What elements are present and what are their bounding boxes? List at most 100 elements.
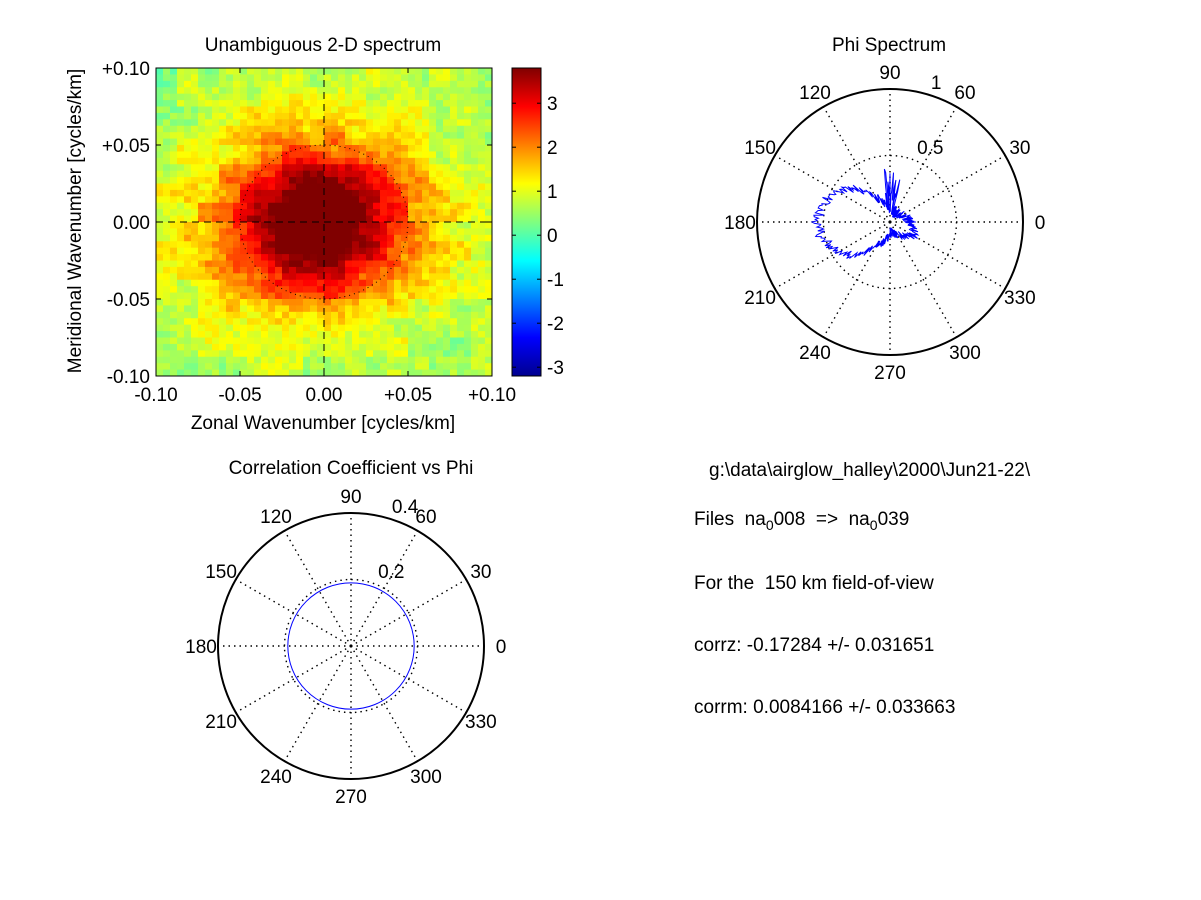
heatmap-cell <box>443 241 451 249</box>
heatmap-cell <box>429 170 437 178</box>
heatmap-cell <box>156 266 164 274</box>
heatmap-cell <box>457 112 465 120</box>
heatmap-cell <box>219 87 227 95</box>
heatmap-cell <box>254 350 262 358</box>
heatmap-cell <box>177 215 185 223</box>
heatmap-cell <box>247 100 255 108</box>
heatmap-cell <box>254 196 262 204</box>
heatmap-cell <box>485 100 492 108</box>
heatmap-cell <box>352 183 360 191</box>
heatmap-cell <box>429 145 437 153</box>
heatmap-cell <box>366 170 374 178</box>
heatmap-cell <box>296 363 304 371</box>
heatmap-cell <box>422 222 430 230</box>
heatmap-cell <box>198 183 206 191</box>
heatmap-cell <box>310 189 318 197</box>
heatmap-cell <box>184 369 192 376</box>
heatmap-cell <box>338 356 346 364</box>
heatmap-cell <box>485 299 492 307</box>
heatmap-cell <box>373 222 381 230</box>
heatmap-cell <box>331 286 339 294</box>
heatmap-cell <box>380 87 388 95</box>
heatmap-cell <box>338 292 346 300</box>
heatmap-cell <box>408 324 416 332</box>
heatmap-cell <box>219 318 227 326</box>
heatmap-cell <box>408 331 416 339</box>
heatmap-cell <box>324 209 332 217</box>
heatmap-cell <box>352 299 360 307</box>
polar-angle-label: 330 <box>1004 288 1036 309</box>
heatmap-cell <box>324 279 332 287</box>
y-tick-label: 0.00 <box>113 213 150 234</box>
heatmap-cell <box>219 151 227 159</box>
heatmap-cell <box>415 356 423 364</box>
heatmap-cell <box>268 145 276 153</box>
heatmap-cell <box>436 145 444 153</box>
heatmap-cell <box>387 209 395 217</box>
heatmap-cell <box>394 93 402 101</box>
heatmap-cell <box>184 80 192 88</box>
heatmap-cell <box>345 80 353 88</box>
heatmap-cell <box>331 343 339 351</box>
heatmap-cell <box>485 93 492 101</box>
heatmap-cell <box>422 260 430 268</box>
heatmap-cell <box>338 241 346 249</box>
heatmap-cell <box>408 196 416 204</box>
heatmap-cell <box>212 356 220 364</box>
heatmap-cell <box>310 331 318 339</box>
heatmap-cell <box>226 74 234 82</box>
heatmap-cell <box>408 266 416 274</box>
heatmap-cell <box>289 215 297 223</box>
heatmap-cell <box>226 241 234 249</box>
heatmap-cell <box>177 68 185 76</box>
heatmap-cell <box>450 100 458 108</box>
heatmap-cell <box>156 311 164 319</box>
heatmap-cell <box>387 241 395 249</box>
heatmap-cell <box>170 215 178 223</box>
heatmap-cell <box>170 228 178 236</box>
heatmap-cell <box>394 106 402 114</box>
heatmap-cell <box>191 363 199 371</box>
heatmap-cell <box>359 350 367 358</box>
heatmap-cell <box>373 356 381 364</box>
heatmap-cell <box>464 209 472 217</box>
heatmap-cell <box>170 369 178 376</box>
heatmap-cell <box>205 311 213 319</box>
heatmap-cell <box>443 273 451 281</box>
heatmap-cell <box>156 337 164 345</box>
heatmap-cell <box>212 132 220 140</box>
heatmap-cell <box>429 119 437 127</box>
heatmap-cell <box>317 343 325 351</box>
heatmap-cell <box>310 170 318 178</box>
heatmap-cell <box>184 164 192 172</box>
heatmap-cell <box>205 305 213 313</box>
heatmap-cell <box>366 234 374 242</box>
heatmap-cell <box>366 228 374 236</box>
heatmap-cell <box>429 331 437 339</box>
heatmap-cell <box>345 299 353 307</box>
files-end: 039 <box>877 509 910 530</box>
heatmap-cell <box>226 356 234 364</box>
heatmap-cell <box>478 318 486 326</box>
heatmap-cell <box>198 254 206 262</box>
heatmap-cell <box>170 260 178 268</box>
heatmap-cell <box>429 279 437 287</box>
heatmap-cell <box>478 305 486 313</box>
heatmap-cell <box>205 112 213 120</box>
heatmap-cell <box>422 279 430 287</box>
heatmap-cell <box>443 286 451 294</box>
heatmap-cell <box>170 254 178 262</box>
heatmap-cell <box>219 241 227 249</box>
heatmap-cell <box>247 247 255 255</box>
heatmap-cell <box>219 183 227 191</box>
heatmap-cell <box>303 363 311 371</box>
heatmap-cell <box>443 164 451 172</box>
heatmap-cell <box>464 157 472 165</box>
heatmap-cell <box>156 151 164 159</box>
heatmap-cell <box>429 164 437 172</box>
heatmap-cell <box>219 286 227 294</box>
heatmap-cell <box>191 215 199 223</box>
heatmap-cell <box>450 68 458 76</box>
heatmap-cell <box>303 286 311 294</box>
heatmap-cell <box>177 112 185 120</box>
